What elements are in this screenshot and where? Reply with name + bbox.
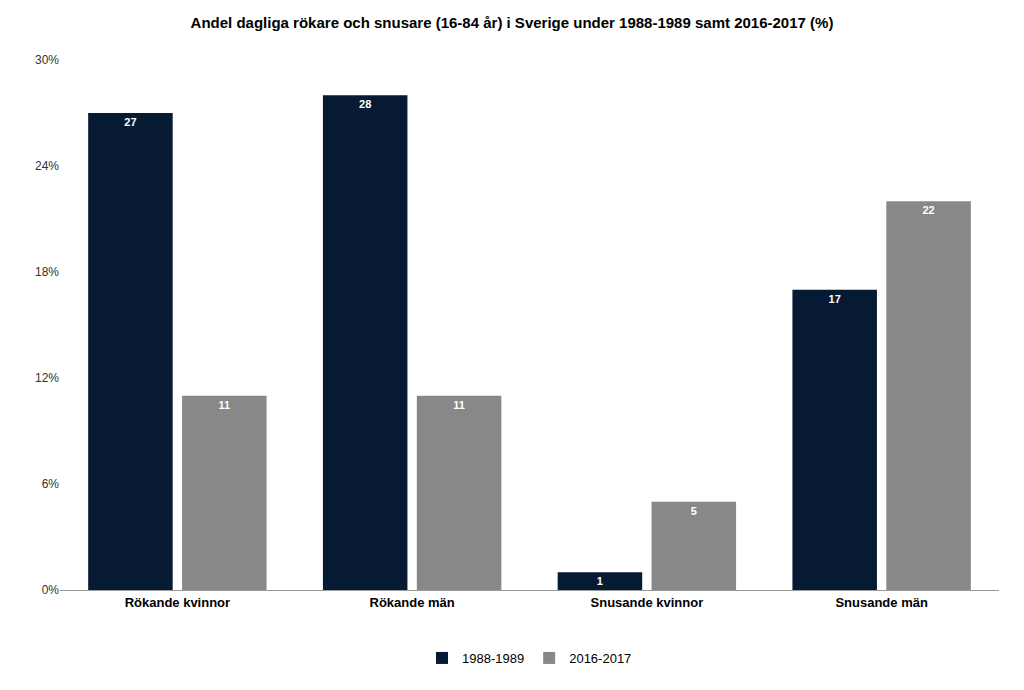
svg-text:1988-1989: 1988-1989 [462, 651, 524, 666]
svg-text:Rökande kvinnor: Rökande kvinnor [125, 595, 230, 610]
svg-text:24%: 24% [35, 159, 59, 173]
svg-text:17: 17 [829, 293, 841, 305]
svg-text:5: 5 [691, 505, 697, 517]
svg-text:18%: 18% [35, 265, 59, 279]
svg-text:27: 27 [124, 116, 136, 128]
svg-text:11: 11 [453, 399, 465, 411]
svg-text:28: 28 [359, 98, 371, 110]
svg-text:0%: 0% [42, 583, 60, 597]
svg-text:2016-2017: 2016-2017 [569, 651, 631, 666]
svg-text:11: 11 [219, 399, 231, 411]
svg-text:Snusande kvinnor: Snusande kvinnor [591, 595, 704, 610]
svg-text:6%: 6% [42, 477, 60, 491]
svg-text:1: 1 [597, 575, 603, 587]
svg-text:22: 22 [922, 204, 934, 216]
svg-text:Snusande män: Snusande män [835, 595, 928, 610]
svg-text:Rökande män: Rökande män [370, 595, 455, 610]
svg-text:Andel dagliga rökare och snusa: Andel dagliga rökare och snusare (16-84 … [191, 14, 834, 31]
svg-text:30%: 30% [35, 53, 59, 67]
svg-text:12%: 12% [35, 371, 59, 385]
